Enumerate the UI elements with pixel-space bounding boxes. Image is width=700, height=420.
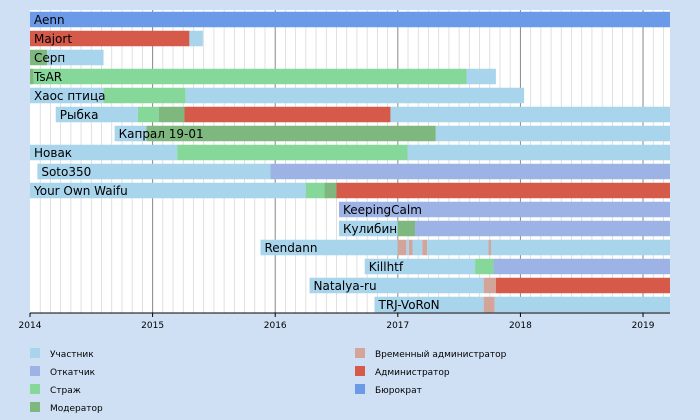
bar-segment bbox=[260, 239, 398, 256]
bar-segment bbox=[414, 220, 670, 237]
bar-segment bbox=[137, 106, 159, 123]
legend-swatch bbox=[355, 348, 365, 358]
x-tick-label: 2019 bbox=[632, 321, 655, 331]
bar-segment bbox=[390, 106, 670, 123]
legend-label: Бюрократ bbox=[375, 386, 422, 396]
bar-segment bbox=[270, 163, 670, 180]
user-label: TRJ-VoRoN bbox=[378, 298, 440, 312]
bar-segment bbox=[427, 239, 489, 256]
x-tick-label: 2016 bbox=[264, 321, 287, 331]
legend-swatch bbox=[355, 384, 365, 394]
user-label: Soto350 bbox=[41, 165, 91, 179]
bar-segment bbox=[338, 201, 670, 218]
bar-segment bbox=[336, 182, 670, 199]
legend-label: Временный администратор bbox=[375, 350, 507, 360]
user-label: Majort bbox=[34, 32, 72, 46]
bar-segment bbox=[493, 258, 670, 275]
user-label: Новак bbox=[34, 146, 72, 160]
bar-segment bbox=[185, 87, 525, 104]
bar-segment bbox=[146, 125, 436, 142]
user-label: TsAR bbox=[33, 70, 62, 84]
bar-segment bbox=[30, 182, 306, 199]
bar-segment bbox=[158, 106, 185, 123]
bar-segment bbox=[338, 220, 398, 237]
bar-segment bbox=[422, 239, 428, 256]
x-tick-label: 2018 bbox=[509, 321, 532, 331]
legend-label: Участник bbox=[50, 350, 94, 360]
bar-segment bbox=[309, 277, 484, 294]
bar-segment bbox=[30, 30, 190, 47]
bar-segment bbox=[488, 239, 491, 256]
bar-segment bbox=[177, 144, 408, 161]
bar-segment bbox=[30, 11, 670, 28]
bar-segment bbox=[435, 125, 670, 142]
user-label: Rendann bbox=[264, 241, 317, 255]
user-label: Aenn bbox=[34, 13, 65, 27]
bar-segment bbox=[33, 68, 467, 85]
legend-swatch bbox=[30, 348, 40, 358]
user-label: Natalya-ru bbox=[314, 279, 377, 293]
legend-label: Страж bbox=[50, 386, 81, 396]
bar-segment bbox=[483, 296, 495, 313]
user-label: Хаос птица bbox=[34, 89, 105, 103]
bar-segment bbox=[397, 220, 415, 237]
bar-segment bbox=[55, 106, 138, 123]
bar-segment bbox=[114, 125, 147, 142]
bar-segment bbox=[189, 30, 203, 47]
legend-swatch bbox=[30, 384, 40, 394]
x-tick-label: 2015 bbox=[141, 321, 164, 331]
legend-label: Администратор bbox=[375, 368, 450, 378]
bar-segment bbox=[305, 182, 325, 199]
bar-segment bbox=[495, 277, 670, 294]
user-label: Кулибин bbox=[343, 222, 397, 236]
bar-segment bbox=[30, 49, 48, 66]
legend-label: Модератор bbox=[50, 404, 103, 414]
legend-swatch bbox=[30, 402, 40, 412]
bar-segment bbox=[30, 68, 34, 85]
bar-segment bbox=[483, 277, 496, 294]
bar-segment bbox=[103, 87, 186, 104]
bar-segment bbox=[37, 163, 271, 180]
bar-segment bbox=[406, 239, 409, 256]
bar-segment bbox=[407, 144, 670, 161]
x-tick-label: 2017 bbox=[386, 321, 409, 331]
user-label: Рыбка bbox=[60, 108, 99, 122]
bar-segment bbox=[30, 87, 104, 104]
bar-segment bbox=[408, 239, 413, 256]
legend-label: Откатчик bbox=[50, 368, 96, 378]
bar-segment bbox=[490, 239, 670, 256]
bar-segment bbox=[47, 49, 104, 66]
bar-segment bbox=[475, 258, 494, 275]
legend-swatch bbox=[30, 366, 40, 376]
bar-segment bbox=[364, 258, 476, 275]
bar-segment bbox=[184, 106, 391, 123]
bar-segment bbox=[397, 239, 407, 256]
bar-segment bbox=[30, 144, 178, 161]
user-label: KeepingCalm bbox=[343, 203, 422, 217]
user-label: Your Own Waifu bbox=[33, 184, 128, 198]
bar-segment bbox=[466, 68, 496, 85]
user-label: Серп bbox=[34, 51, 65, 65]
x-tick-label: 2014 bbox=[19, 321, 42, 331]
legend-swatch bbox=[355, 366, 365, 376]
user-label: Капрал 19-01 bbox=[119, 127, 204, 141]
bar-segment bbox=[374, 296, 484, 313]
bar-segment bbox=[324, 182, 337, 199]
bar-segment bbox=[412, 239, 423, 256]
user-label: Killhtf bbox=[369, 260, 404, 274]
bar-segment bbox=[494, 296, 670, 313]
